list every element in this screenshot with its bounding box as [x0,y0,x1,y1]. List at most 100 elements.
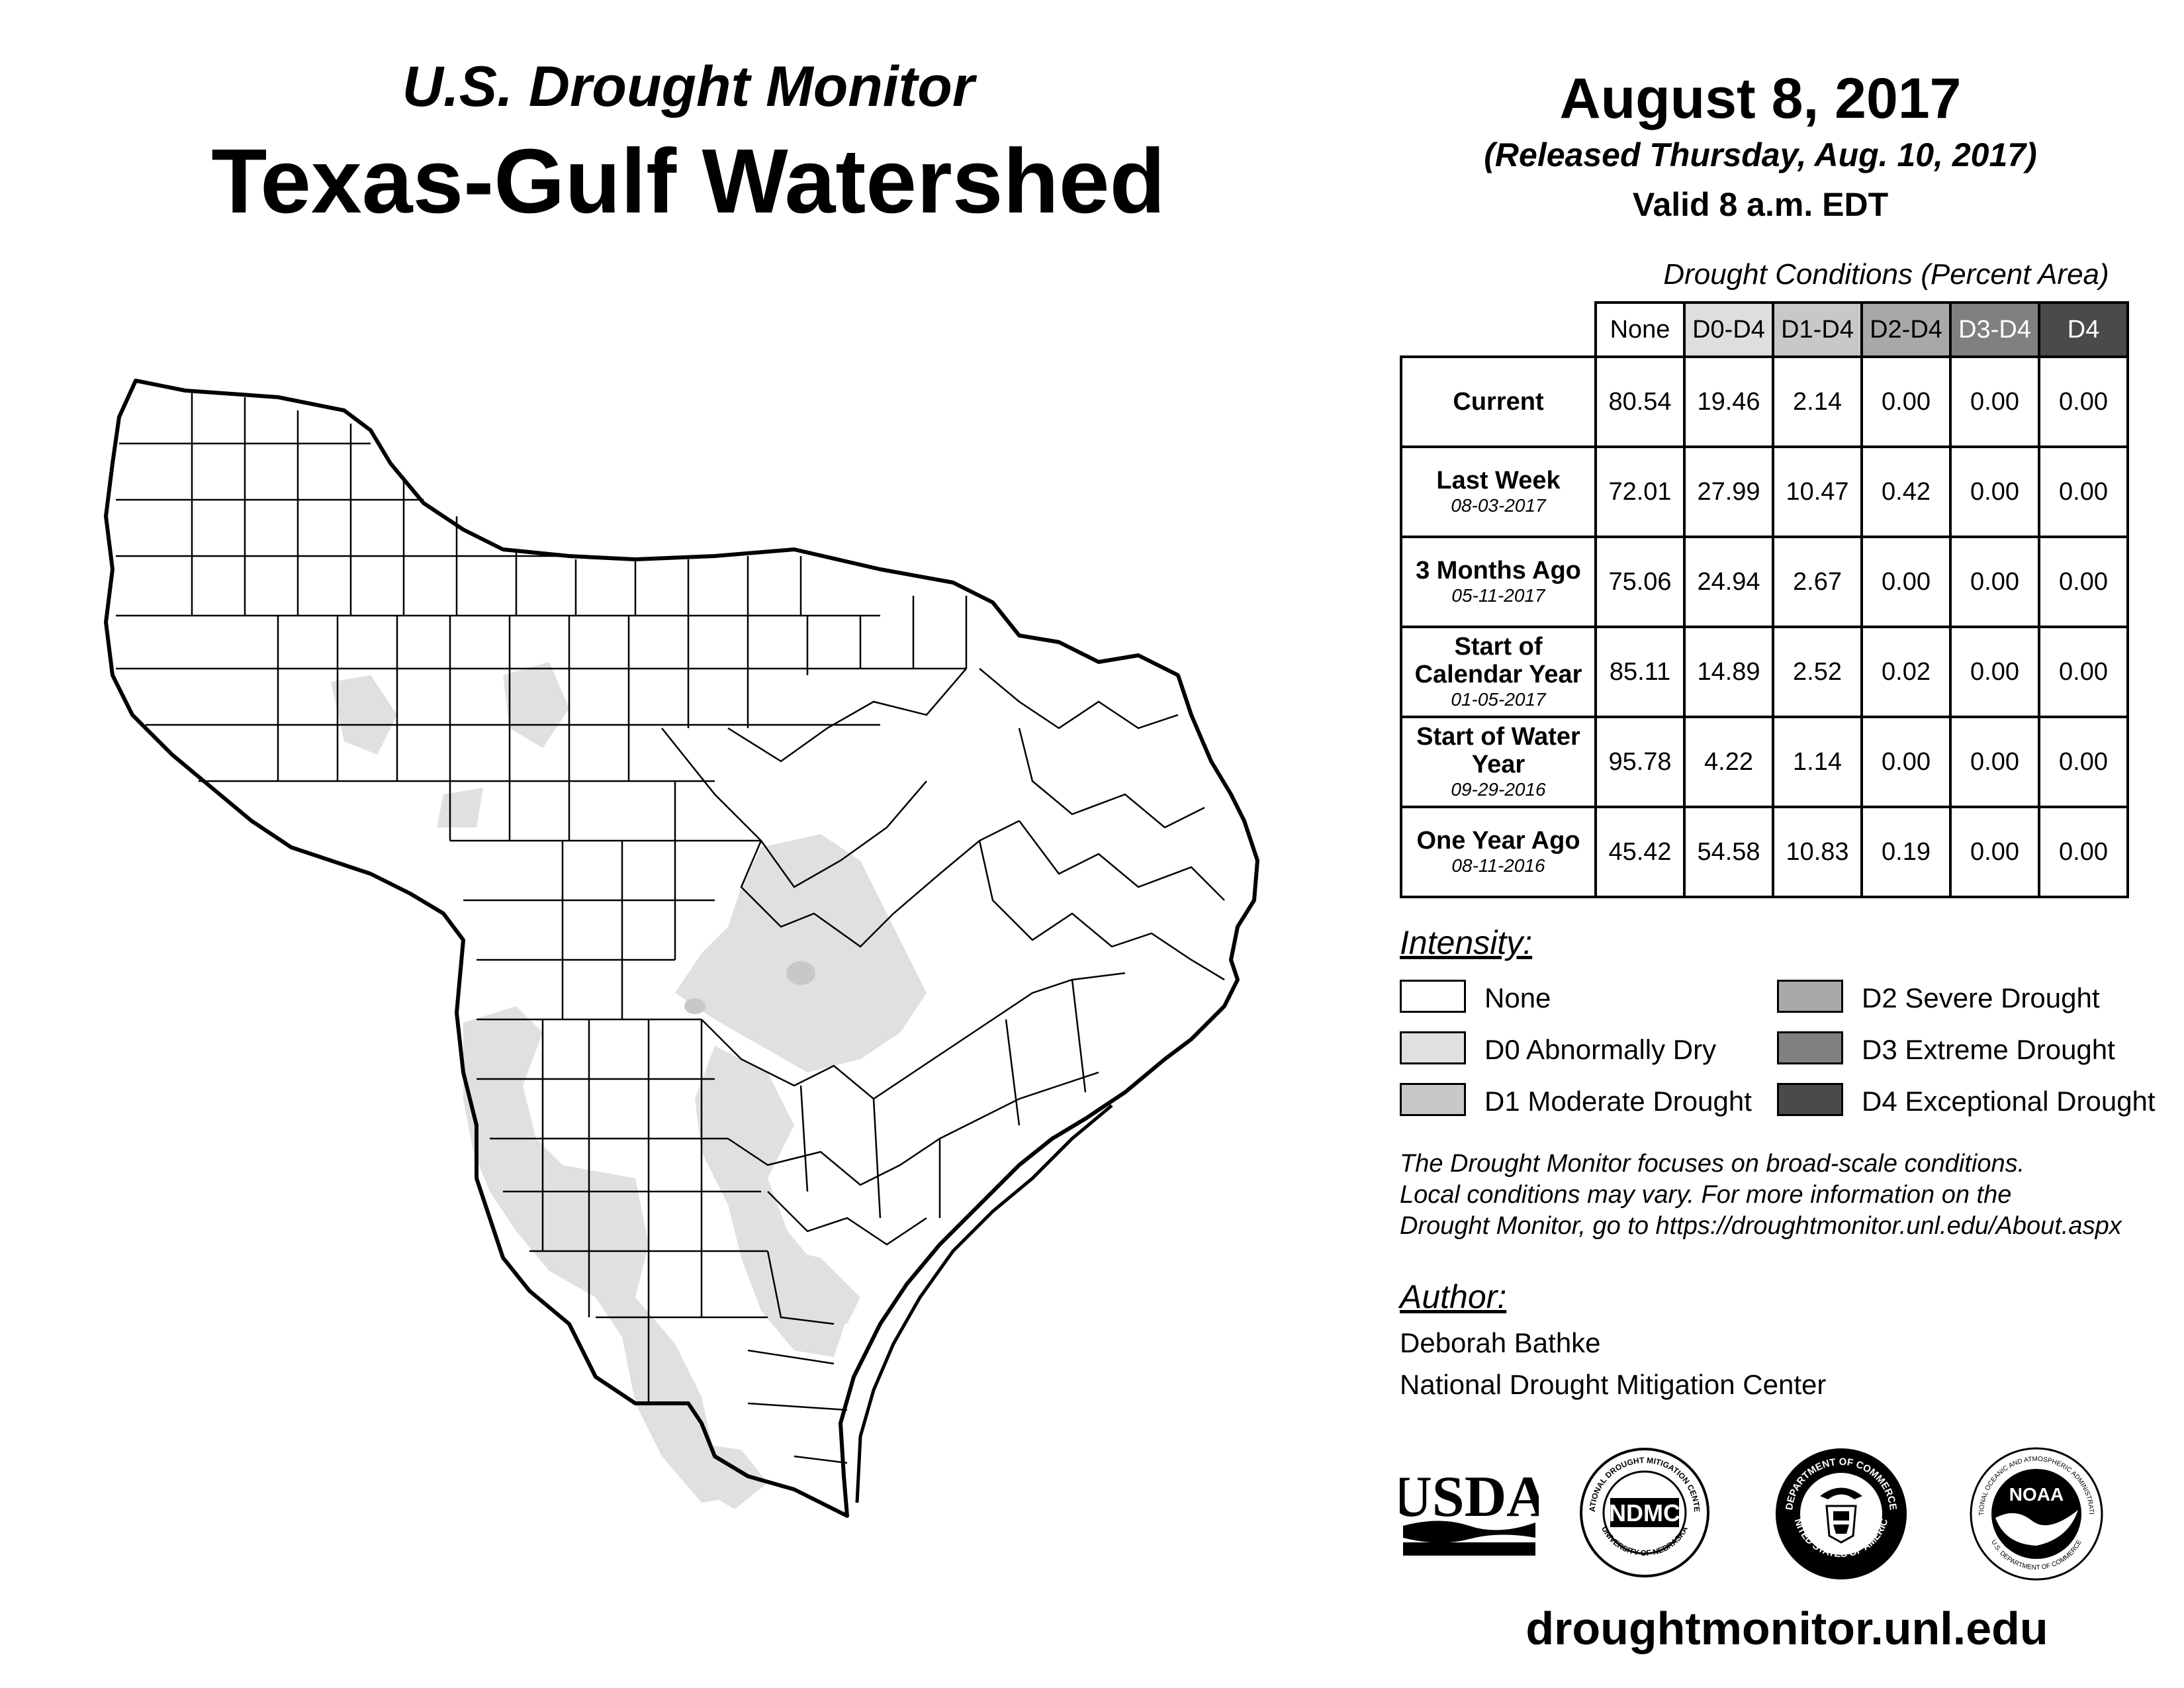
table-cell: 80.54 [1594,355,1686,448]
map-title: Texas-Gulf Watershed [211,130,1165,232]
table-cell: 0.00 [1949,355,2040,448]
column-header-d0-d4: D0-D4 [1683,301,1774,358]
row-label: Current [1400,355,1597,448]
table-cell: 45.42 [1594,806,1686,898]
valid-date: August 8, 2017 [1559,67,1962,130]
legend-swatch [1777,1031,1843,1064]
row-label-text: Start of Water Year [1416,723,1580,778]
note-line: The Drought Monitor focuses on broad-sca… [1400,1150,2025,1178]
table-cell: 0.02 [1860,626,1952,718]
legend-label: D3 Extreme Drought [1862,1034,2115,1065]
table-header-blank [1401,303,1596,357]
author-label: Author: [1400,1278,1507,1315]
row-label-date: 01-05-2017 [1451,689,1546,710]
table-cell: 0.00 [1860,536,1952,628]
row-label-text: 3 Months Ago [1416,557,1581,585]
table-cell: 0.00 [1860,716,1952,808]
watershed-outline [104,379,1259,1518]
table-cell: 10.47 [1772,445,1863,538]
d0-area-west [463,1006,741,1503]
table-cell: 2.67 [1772,536,1863,628]
row-label-text: One Year Ago [1416,827,1580,855]
table-cell: 0.00 [1949,806,2040,898]
table-cell: 1.14 [1772,716,1863,808]
table-row: 3 Months Ago 05-11-2017 75.06 24.94 2.67 0.00… [1400,536,2129,628]
table-cell: 95.78 [1594,716,1686,808]
table-caption: Drought Conditions (Percent Area) [1663,258,2109,291]
barrier-island [855,1104,1113,1503]
author-name: Deborah Bathke [1400,1327,1601,1358]
table-row: Current 80.54 19.46 2.14 0.00 0.00 0.00 [1400,355,2129,448]
table-cell: 0.00 [1949,536,2040,628]
d0-area-north-2 [503,662,569,748]
table-cell: 4.22 [1683,716,1774,808]
column-header-d3-d4: D3-D4 [1949,301,2040,358]
footer-url[interactable]: droughtmonitor.unl.edu [1525,1603,2048,1654]
table-cell: 10.83 [1772,806,1863,898]
column-header-d4: D4 [2038,301,2129,358]
table-cell: 0.00 [2038,536,2129,628]
table-cell: 19.46 [1683,355,1774,448]
table-row: Last Week 08-03-2017 72.01 27.99 10.47 0.42 0.… [1400,445,2129,538]
table-cell: 75.06 [1594,536,1686,628]
legend-label: D2 Severe Drought [1862,982,2100,1013]
d1-shading [684,961,815,1014]
table-cell: 0.00 [1949,716,2040,808]
noaa-logo-text: NOAA [2009,1484,2064,1505]
table-cell: 72.01 [1594,445,1686,538]
row-label-date: 08-03-2017 [1451,495,1546,516]
release-date: (Released Thursday, Aug. 10, 2017) [1484,136,2037,173]
legend-swatch [1777,1083,1843,1116]
watershed-map [104,379,1259,1518]
row-label: One Year Ago 08-11-2016 [1400,806,1597,898]
table-cell: 0.00 [2038,355,2129,448]
row-label-date: 09-29-2016 [1451,779,1546,800]
d0-area-central [675,834,927,1072]
department-of-commerce-seal: DEPARTMENT OF COMMERCE UNITED STATES OF … [1774,1446,1907,1579]
table-row: One Year Ago 08-11-2016 45.42 54.58 10.83 0.1… [1400,806,2129,898]
d1-area-2 [684,998,705,1014]
row-label: Start of Calendar Year 01-05-2017 [1400,626,1597,718]
noaa-logo: NATIONAL OCEANIC AND ATMOSPHERIC ADMINIS… [1969,1446,2103,1581]
legend-title: Intensity: [1400,924,1533,961]
table-cell: 0.00 [1949,445,2040,538]
note-line: Drought Monitor, go to https://droughtmo… [1400,1212,2122,1240]
legend-label: D1 Moderate Drought [1484,1086,1752,1117]
table-cell: 0.00 [2038,626,2129,718]
column-header-d2-d4: D2-D4 [1860,301,1952,358]
usda-logo: USDA [1400,1465,1539,1556]
table-row: Start of Calendar Year 01-05-2017 85.11 14.… [1400,626,2129,718]
county-grid-panhandle [116,391,880,617]
map-subtitle: U.S. Drought Monitor [402,55,975,118]
table-header-row: None D0-D4 D1-D4 D2-D4 D3-D4 D4 [1401,301,2129,358]
row-label-date: 08-11-2016 [1451,855,1545,876]
row-label-text: Current [1453,388,1544,416]
d0-area-tip [695,1443,768,1509]
table-cell: 0.00 [2038,806,2129,898]
row-label: 3 Months Ago 05-11-2017 [1400,536,1597,628]
table-cell: 85.11 [1594,626,1686,718]
drought-conditions-table: None D0-D4 D1-D4 D2-D4 D3-D4 D4 Current 8… [1400,301,2129,898]
county-lines [116,391,1225,1464]
legend-swatch [1400,1031,1466,1064]
table-cell: 0.42 [1860,445,1952,538]
table-body: Current 80.54 19.46 2.14 0.00 0.00 0.00 Last We… [1400,355,2129,898]
legend-swatch [1400,980,1466,1013]
county-grid-south [477,972,1126,1464]
table-cell: 2.14 [1772,355,1863,448]
table-cell: 0.00 [2038,716,2129,808]
legend-swatch [1777,980,1843,1013]
table-cell: 14.89 [1683,626,1774,718]
legend-label: None [1484,982,1551,1013]
column-header-none: None [1594,301,1686,358]
ndmc-logo-text: NDMC [1609,1499,1680,1526]
d0-area-gulf [761,1244,860,1324]
row-label-text: Last Week [1436,467,1561,494]
table-cell: 0.00 [1949,626,2040,718]
table-cell: 27.99 [1683,445,1774,538]
table-cell: 0.00 [2038,445,2129,538]
row-label-text: Start of Calendar Year [1414,633,1582,688]
table-cell: 2.52 [1772,626,1863,718]
legend-swatch [1400,1083,1466,1116]
row-label: Last Week 08-03-2017 [1400,445,1597,538]
